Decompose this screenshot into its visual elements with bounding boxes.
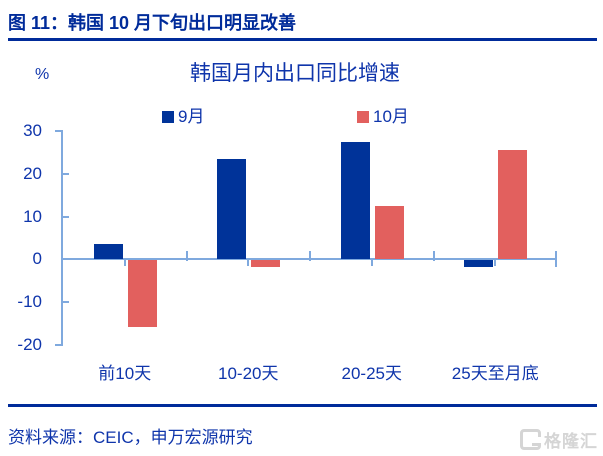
x-axis-end-tick (555, 251, 557, 268)
y-axis-label: 0 (32, 249, 42, 269)
footer-divider (8, 404, 597, 407)
legend-item-september: 9月 (162, 106, 204, 128)
y-axis-label: -10 (17, 292, 42, 312)
bar (217, 158, 247, 260)
legend-marker-september (162, 111, 174, 123)
legend-item-october: 10月 (357, 106, 409, 128)
y-axis-tick (63, 215, 69, 218)
plot-area: 30 20 10 0 -10 -20 前10天 10-20天 20-25天 25天至月底 (17, 121, 557, 383)
legend-label: 9月 (178, 107, 205, 126)
legend-label: 10月 (373, 107, 409, 126)
watermark-logo: 格隆汇 (520, 427, 598, 452)
bar (127, 260, 157, 327)
y-axis-tick (55, 130, 63, 132)
category-mid-tick (123, 260, 126, 267)
category-boundary-tick (309, 251, 311, 262)
x-axis-label: 前10天 (98, 364, 152, 383)
watermark-text: 格隆汇 (544, 432, 598, 451)
y-axis-label: 30 (23, 121, 42, 140)
header-divider (8, 38, 597, 41)
category-mid-tick (247, 260, 250, 267)
bar (464, 260, 494, 267)
source-text: 资料来源：CEIC，申万宏源研究 (8, 428, 253, 447)
bar (374, 205, 404, 260)
category-mid-tick (370, 260, 373, 267)
y-axis-unit-label: % (35, 66, 50, 83)
category-boundary-tick (432, 251, 435, 262)
y-axis-label: 20 (23, 163, 42, 183)
gelonghui-icon (520, 429, 541, 450)
page-title: 图 11：韩国 10 月下旬出口明显改善 (8, 13, 297, 33)
y-axis-label: 10 (23, 206, 42, 226)
legend-marker-october (357, 111, 369, 123)
y-axis-line (61, 131, 63, 345)
x-axis-label: 10-20天 (218, 364, 279, 383)
x-axis-label: 20-25天 (341, 364, 402, 383)
bar (340, 141, 370, 260)
y-axis-tick (63, 301, 69, 304)
y-axis-label: -20 (17, 335, 42, 354)
y-axis-tick (63, 172, 69, 175)
bar (498, 150, 528, 260)
bar (251, 260, 281, 267)
chart-title: 韩国月内出口同比增速 (190, 62, 400, 85)
category-boundary-tick (185, 251, 188, 262)
bar (93, 244, 123, 260)
y-axis-tick (55, 344, 63, 346)
x-axis-label: 25天至月底 (451, 364, 539, 383)
category-mid-tick (494, 260, 497, 267)
